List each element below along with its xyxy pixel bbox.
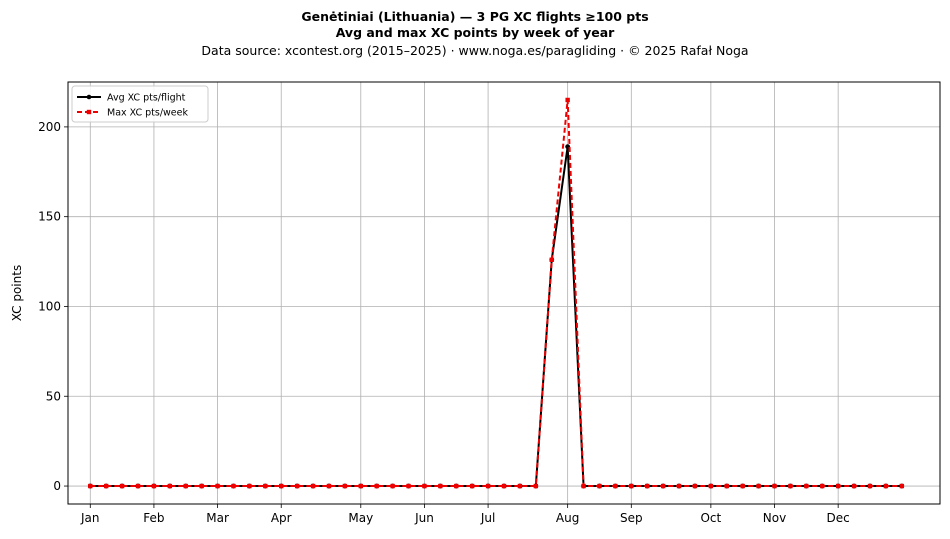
max-data-point — [708, 483, 714, 489]
max-data-point — [660, 483, 666, 489]
max-data-point — [119, 483, 125, 489]
max-data-point — [151, 483, 157, 489]
x-tick-label: May — [348, 511, 373, 525]
legend-box — [71, 85, 209, 123]
max-data-point — [820, 483, 825, 489]
y-tick-label: 100 — [38, 299, 61, 313]
legend-max-marker — [86, 109, 92, 115]
max-data-point — [231, 483, 236, 489]
max-data-point — [772, 483, 777, 489]
max-data-point — [724, 483, 729, 489]
chart-subtitle: Avg and max XC points by week of year — [336, 25, 615, 40]
y-tick-label: 50 — [46, 389, 61, 403]
max-data-point — [438, 483, 443, 489]
max-data-point — [867, 483, 873, 489]
max-data-point — [358, 483, 363, 489]
legend-avg-marker — [86, 94, 92, 100]
max-data-point — [645, 483, 650, 489]
y-axis-label: XC points — [10, 265, 24, 321]
max-data-point — [326, 483, 332, 489]
max-data-point — [279, 483, 284, 489]
max-data-point — [692, 483, 698, 489]
chart-title: Genėtiniai (Lithuania) — 3 PG XC flights… — [301, 9, 648, 24]
legend-avg-label: Avg XC pts/flight — [107, 93, 186, 104]
max-data-point — [263, 483, 268, 489]
x-tick-label: Jul — [480, 511, 495, 525]
max-data-point — [501, 483, 507, 489]
max-data-point — [406, 483, 411, 489]
x-tick-label: Sep — [620, 511, 643, 525]
series-line-max — [90, 98, 902, 488]
max-data-point — [899, 483, 905, 489]
max-data-point — [883, 483, 889, 489]
max-data-point — [565, 97, 570, 103]
max-data-point — [183, 483, 188, 489]
x-tick-label: Aug — [556, 511, 579, 525]
max-data-point — [199, 483, 204, 489]
x-tick-label: Jun — [414, 511, 434, 525]
series-layer — [87, 97, 905, 489]
y-tick-label: 0 — [53, 479, 61, 493]
max-data-point — [167, 483, 173, 489]
max-data-point — [549, 257, 554, 262]
max-data-point — [247, 483, 252, 489]
max-data-point — [103, 483, 109, 489]
max-data-point — [756, 483, 761, 489]
max-data-point — [390, 483, 395, 489]
max-data-point — [851, 483, 857, 489]
max-data-point — [422, 483, 427, 489]
x-tick-label: Oct — [700, 511, 721, 525]
max-data-point — [310, 483, 316, 489]
legend-max-label: Max XC pts/week — [107, 108, 188, 119]
axes-layer: Jan Feb Mar Apr May Jun Jul Aug Sep Oct Nov Dec 0 50 1… — [38, 120, 850, 525]
max-data-point — [629, 483, 634, 489]
y-tick-label: 150 — [38, 210, 61, 224]
max-data-point — [676, 483, 682, 489]
max-data-point — [88, 483, 93, 489]
max-data-point — [454, 483, 459, 489]
max-data-point — [374, 483, 379, 489]
max-data-point — [835, 483, 841, 489]
max-data-point — [804, 483, 809, 489]
max-data-point — [294, 483, 300, 489]
max-data-point — [485, 483, 491, 489]
max-data-point — [215, 483, 220, 489]
max-data-point — [581, 483, 586, 489]
legend: Avg XC pts/flight Max XC pts/week — [71, 85, 209, 123]
x-tick-label: Nov — [763, 511, 786, 525]
x-tick-label: Feb — [143, 511, 164, 525]
chart-source-line: Data source: xcontest.org (2015–2025) · … — [201, 43, 748, 58]
x-tick-label: Mar — [206, 511, 229, 525]
max-data-point — [342, 483, 348, 489]
y-tick-label: 200 — [38, 120, 61, 134]
max-data-point — [788, 483, 793, 489]
max-data-point — [469, 483, 475, 489]
max-data-point — [613, 483, 618, 489]
x-tick-label: Apr — [271, 511, 292, 525]
x-tick-label: Jan — [80, 511, 100, 525]
max-data-point — [517, 483, 523, 489]
x-tick-label: Dec — [827, 511, 850, 525]
max-data-point — [533, 483, 539, 489]
plot-frame — [67, 81, 941, 505]
max-data-point — [740, 483, 745, 489]
max-data-point — [135, 483, 141, 489]
max-data-point — [597, 483, 602, 489]
